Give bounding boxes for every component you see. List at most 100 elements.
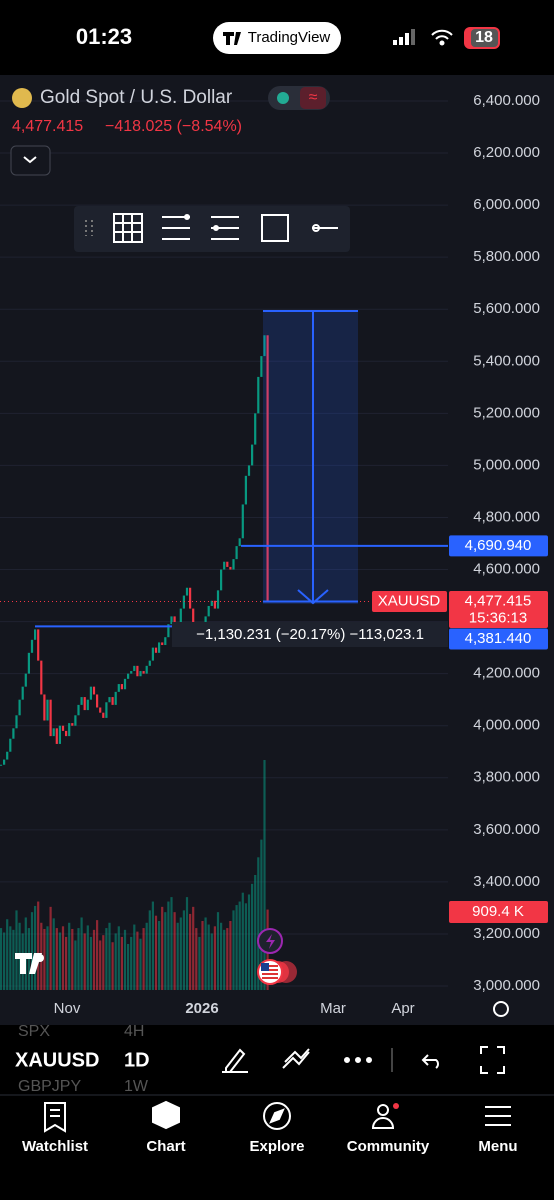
candle: [55, 728, 58, 744]
candle: [83, 697, 86, 711]
candle: [65, 730, 68, 737]
price-tick-label: 5,800.000: [473, 248, 540, 265]
symbol-icon: [12, 88, 32, 108]
volume-bar: [161, 906, 164, 990]
candle: [238, 538, 241, 547]
toolbar-icons: [85, 213, 338, 243]
volume-tag-label: 909.4 K: [472, 903, 524, 920]
volume-bar: [99, 940, 102, 990]
volume-bar: [238, 901, 241, 990]
volume-bar: [68, 922, 71, 990]
volume-bar: [167, 901, 170, 990]
candle: [12, 728, 15, 739]
volume-bar: [244, 903, 247, 990]
candle: [247, 465, 251, 476]
volume-bar: [176, 922, 179, 990]
volume-bar: [254, 875, 257, 990]
wifi: [431, 29, 453, 40]
volume-bar: [49, 906, 52, 990]
candle: [164, 637, 167, 646]
volume-bar: [74, 940, 77, 990]
time-label: Mar: [320, 1000, 346, 1017]
volume-bar: [213, 926, 216, 990]
candle: [161, 642, 164, 646]
volume-bar: [173, 912, 176, 990]
volume-bar: [223, 929, 226, 990]
volume-bar: [43, 928, 46, 990]
volume-bar: [15, 910, 18, 990]
price-tick-label: 5,200.000: [473, 404, 540, 421]
candle: [145, 665, 148, 674]
volume-bar: [133, 924, 136, 990]
candle: [86, 699, 89, 711]
price-tick-label: 5,400.000: [473, 352, 540, 369]
candle: [120, 684, 123, 690]
candle: [260, 356, 263, 377]
settings-icon[interactable]: [493, 1001, 509, 1017]
candle: [210, 600, 213, 606]
volume-bar: [65, 936, 68, 990]
tab-label[interactable]: Watchlist: [22, 1138, 88, 1155]
tab-label[interactable]: Explore: [249, 1138, 304, 1155]
volume-bar: [34, 905, 37, 990]
candle: [185, 587, 189, 596]
price-tag: [449, 590, 548, 628]
candle: [139, 671, 142, 677]
candle: [77, 704, 80, 716]
candle: [257, 376, 260, 414]
volume-bar: [9, 926, 12, 990]
candle: [52, 728, 55, 737]
candle: [254, 413, 257, 445]
chart-tools[interactable]: [222, 1046, 505, 1074]
candle: [40, 660, 43, 695]
price-tick-label: 3,600.000: [473, 821, 540, 838]
interval[interactable]: 1D: [124, 1049, 150, 1071]
candle: [136, 665, 139, 677]
volume-bar: [151, 901, 154, 990]
symbol[interactable]: XAUUSD: [15, 1049, 99, 1071]
candle: [179, 608, 182, 627]
candle: [251, 444, 254, 466]
volume-bar: [46, 926, 49, 990]
volume-bar: [117, 926, 120, 990]
candle: [111, 697, 114, 705]
time-label: Apr: [391, 1000, 414, 1017]
candle: [30, 639, 34, 653]
volume-bar: [120, 936, 123, 990]
volume-bar: [111, 942, 114, 990]
app-logo: [223, 32, 241, 45]
volume-bar: [148, 910, 151, 990]
tab-label[interactable]: Community: [347, 1138, 430, 1155]
candle: [15, 715, 18, 729]
volume-bar: [139, 938, 142, 990]
volume-tag: [449, 901, 548, 923]
price-tick-label: 5,600.000: [473, 300, 540, 317]
volume-bar: [105, 928, 108, 990]
volume-bar: [0, 928, 3, 990]
volume-bar: [30, 912, 34, 990]
tab-label[interactable]: Chart: [146, 1138, 185, 1155]
candle: [6, 751, 9, 760]
volume-bar: [37, 901, 40, 990]
volume-bar: [123, 929, 127, 990]
candle: [229, 566, 232, 570]
tab-label[interactable]: Menu: [478, 1138, 517, 1155]
candle: [117, 684, 120, 692]
symbol-title[interactable]: Gold Spot / U.S. Dollar: [40, 87, 233, 108]
app-pill: [213, 22, 341, 54]
candle: [9, 738, 12, 752]
chevron: [23, 156, 37, 164]
volume-bar: [145, 922, 148, 990]
candle: [34, 629, 37, 640]
candle: [71, 723, 74, 726]
price-tag-label: 4,477.415: [465, 592, 532, 609]
header-change: −418.025 (−8.54%): [105, 118, 242, 135]
candle: [182, 595, 185, 609]
volume-bar: [6, 919, 9, 990]
price-tick-label: 3,800.000: [473, 769, 540, 786]
volume-bar: [226, 928, 229, 990]
volume-bar: [241, 892, 244, 990]
volume-bar: [247, 894, 251, 990]
ghost-symbol: GBPJPY: [18, 1078, 81, 1095]
